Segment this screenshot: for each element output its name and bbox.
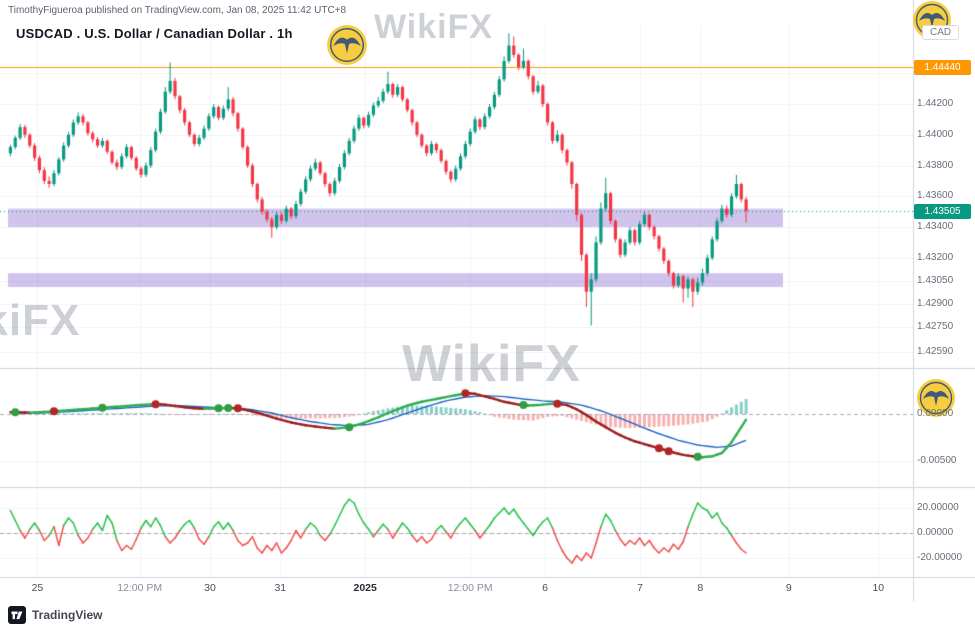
time-axis[interactable]: 25 12:00 PM 30 31 2025 12:00 PM 6 7 8 9 10 (0, 581, 913, 599)
time-axis-label: 31 (274, 582, 287, 594)
tradingview-logo (8, 606, 26, 624)
time-axis-label: 6 (542, 582, 548, 594)
alert-price-badge[interactable]: 1.44440 (914, 60, 971, 76)
time-axis-label: 25 (31, 582, 44, 594)
tradingview-brand-text: TradingView (32, 608, 103, 622)
wikifx-watermark-text: WikiFX (374, 8, 494, 46)
tradingview-footer[interactable]: TradingView (8, 606, 102, 624)
time-axis-label: 7 (637, 582, 643, 594)
time-axis-label: 12:00 PM (117, 582, 163, 594)
current-price-badge[interactable]: 1.43505 (914, 203, 971, 219)
currency-label: CAD (922, 25, 960, 40)
time-axis-label: 2025 (353, 582, 377, 594)
wikifx-logo-watermark (917, 379, 955, 417)
time-axis-label: 9 (785, 582, 792, 594)
time-axis-label: 30 (204, 582, 216, 594)
price-axis[interactable] (913, 0, 975, 601)
time-axis-label: 12:00 PM (447, 582, 493, 594)
wikifx-watermark-text: WikiFX (402, 335, 581, 393)
time-axis-label: 10 (872, 582, 885, 594)
wikifx-logo-watermark (327, 25, 367, 65)
time-axis-label: 8 (697, 582, 704, 594)
wikifx-watermark-text: WikiFX (0, 296, 81, 345)
symbol-title[interactable]: USDCAD . U.S. Dollar / Canadian Dollar .… (16, 26, 293, 41)
attribution-text: TimothyFigueroa published on TradingView… (8, 5, 347, 16)
